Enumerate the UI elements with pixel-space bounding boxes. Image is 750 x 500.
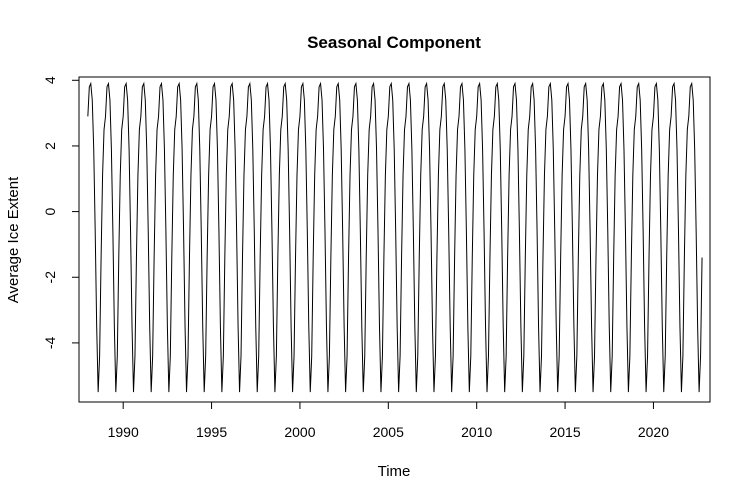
y-tick-label-4: 4 [42,76,58,84]
y-tick-label-2: 2 [42,142,58,150]
y-tick-label--2: -2 [42,271,58,284]
x-tick-label-2000: 2000 [284,424,315,440]
x-axis-label: Time [378,463,411,480]
x-tick-label-2020: 2020 [638,424,669,440]
chart-title: Seasonal Component [307,33,481,52]
y-axis: -4 -2 0 2 4 [42,76,79,349]
y-axis-label: Average Ice Extent [5,176,22,303]
seasonal-series-line [87,81,703,393]
x-axis: 1990 1995 2000 2005 2010 2015 2020 [108,402,669,440]
x-tick-label-1990: 1990 [108,424,139,440]
x-tick-label-2005: 2005 [373,424,404,440]
y-tick-label--4: -4 [42,336,58,349]
x-tick-label-1995: 1995 [196,424,227,440]
plot-frame [78,76,711,403]
x-tick-label-2015: 2015 [549,424,580,440]
y-tick-label-0: 0 [42,207,58,215]
x-tick-label-2010: 2010 [461,424,492,440]
